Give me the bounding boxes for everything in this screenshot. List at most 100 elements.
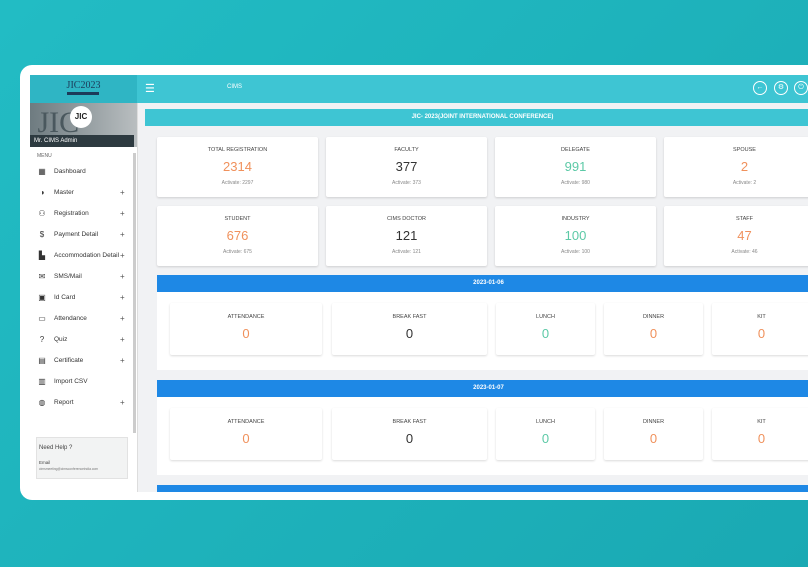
meal-card: LUNCH 0 (496, 303, 595, 355)
logo[interactable]: JIC2023 (30, 75, 137, 103)
menu-item[interactable]: ◍ Report + (30, 394, 130, 412)
stat-card: INDUSTRY 100 Activate: 100 (495, 206, 656, 266)
stat-value: 377 (395, 159, 418, 174)
menu-text: Report (54, 399, 74, 406)
meal-card: ATTENDANCE 0 (170, 303, 322, 355)
expand-icon: + (120, 209, 125, 218)
expand-icon: + (120, 188, 125, 197)
stat-value: 991 (564, 159, 587, 174)
meal-label: LUNCH (536, 314, 555, 320)
day-header-partial (157, 485, 808, 492)
meal-label: ATTENDANCE (227, 314, 265, 320)
menu-icon: ▣ (38, 293, 46, 302)
help-box (36, 437, 128, 479)
app: JIC2023 ☰ CIMS ← ⚙ ⏻ JIC 2023 JIC Mr. CI… (30, 75, 808, 492)
stat-card: FACULTY 377 Activate: 373 (326, 137, 487, 197)
stat-value: 2 (740, 159, 749, 174)
help-email[interactable]: cimsmeeting@cimsconferenceindia.com (39, 467, 99, 471)
expand-icon: + (120, 398, 125, 407)
menu-icon: ⚇ (38, 209, 46, 218)
user-name[interactable]: Mr. CIMS Admin (30, 135, 134, 147)
menu-item[interactable]: ▥ Import CSV (30, 373, 130, 391)
expand-icon: + (120, 335, 125, 344)
meal-label: LUNCH (536, 419, 555, 425)
stat-activate: Activate: 2297 (221, 180, 254, 186)
menu-text: Dashboard (54, 168, 86, 175)
expand-icon: + (120, 251, 125, 260)
settings-button[interactable]: ⚙ (774, 81, 788, 95)
menu-text: Registration (54, 210, 89, 217)
page-title: CIMS (227, 84, 242, 90)
menu-icon: ? (39, 335, 45, 344)
stat-label: INDUSTRY (561, 216, 590, 222)
meal-card: KIT 0 (712, 408, 808, 460)
meal-card: DINNER 0 (604, 408, 703, 460)
stat-value: 121 (395, 228, 418, 243)
sidebar: JIC 2023 JIC Mr. CIMS Admin MENU Need He… (30, 103, 138, 492)
stat-label: STUDENT (224, 216, 251, 222)
stat-label: DELEGATE (561, 147, 590, 153)
menu-icon: ▙ (38, 251, 46, 260)
stat-label: SPOUSE (733, 147, 756, 153)
stat-label: TOTAL REGISTRATION (207, 147, 268, 153)
menu-item[interactable]: ✉ SMS/Mail + (30, 268, 130, 286)
stat-activate: Activate: 980 (561, 180, 590, 186)
menu-text: Accommodation Detail (54, 252, 120, 259)
stat-activate: Activate: 121 (392, 249, 421, 255)
power-button[interactable]: ⏻ (794, 81, 808, 95)
menu-text: Quiz (54, 336, 68, 343)
avatar: JIC (70, 106, 92, 128)
back-button[interactable]: ← (753, 81, 767, 95)
stat-card: STUDENT 676 Activate: 675 (157, 206, 318, 266)
dashboard-title: JIC- 2023(JOINT INTERNATIONAL CONFERENCE… (145, 109, 808, 126)
stat-card: SPOUSE 2 Activate: 2 (664, 137, 808, 197)
menu-item[interactable]: ◑ Master + (30, 184, 130, 202)
stat-card: CIMS DOCTOR 121 Activate: 121 (326, 206, 487, 266)
menu-item[interactable]: ? Quiz + (30, 331, 130, 349)
stat-label: STAFF (735, 216, 753, 222)
menu-text: Payment Detail (54, 231, 99, 238)
menu-icon: ✉ (38, 272, 46, 281)
expand-icon: + (120, 272, 125, 281)
stat-label: CIMS DOCTOR (386, 216, 426, 222)
meal-card: ATTENDANCE 0 (170, 408, 322, 460)
meal-label: BREAK FAST (392, 419, 427, 425)
stat-value: 676 (226, 228, 249, 243)
expand-icon: + (120, 356, 125, 365)
day-header: 2023-01-07 (157, 380, 808, 397)
menu-item[interactable]: ⚇ Registration + (30, 205, 130, 223)
stat-card: DELEGATE 991 Activate: 980 (495, 137, 656, 197)
menu-item[interactable]: ▙ Accommodation Detail + (30, 247, 130, 265)
menu-item[interactable]: ▦ Dashboard (30, 163, 130, 181)
scrollbar[interactable] (133, 153, 136, 433)
expand-icon: + (120, 293, 125, 302)
meal-value: 0 (242, 431, 250, 446)
menu-item[interactable]: ▣ Id Card + (30, 289, 130, 307)
menu-toggle[interactable]: ☰ (145, 83, 155, 95)
stat-activate: Activate: 100 (561, 249, 590, 255)
expand-icon: + (120, 314, 125, 323)
meal-label: BREAK FAST (392, 314, 427, 320)
main: JIC- 2023(JOINT INTERNATIONAL CONFERENCE… (145, 109, 808, 492)
day-header: 2023-01-06 (157, 275, 808, 292)
top-bar: JIC2023 ☰ CIMS ← ⚙ ⏻ (30, 75, 808, 103)
menu-icon: $ (39, 230, 45, 239)
stat-activate: Activate: 46 (731, 249, 758, 255)
meal-value: 0 (405, 431, 414, 446)
menu-text: SMS/Mail (54, 273, 82, 280)
meal-value: 0 (405, 326, 414, 341)
meal-card: DINNER 0 (604, 303, 703, 355)
stat-value: 47 (737, 228, 752, 243)
stat-activate: Activate: 2 (732, 180, 757, 186)
menu-item[interactable]: $ Payment Detail + (30, 226, 130, 244)
menu-text: Attendance (54, 315, 87, 322)
stat-card: STAFF 47 Activate: 46 (664, 206, 808, 266)
expand-icon: + (120, 230, 125, 239)
stat-activate: Activate: 675 (223, 249, 252, 255)
menu-icon: ◍ (38, 398, 46, 407)
meal-label: DINNER (642, 419, 665, 425)
menu-item[interactable]: ▤ Certificate + (30, 352, 130, 370)
meal-card: BREAK FAST 0 (332, 303, 487, 355)
menu-item[interactable]: ▭ Attendance + (30, 310, 130, 328)
help-title: Need Help ? (39, 445, 73, 451)
